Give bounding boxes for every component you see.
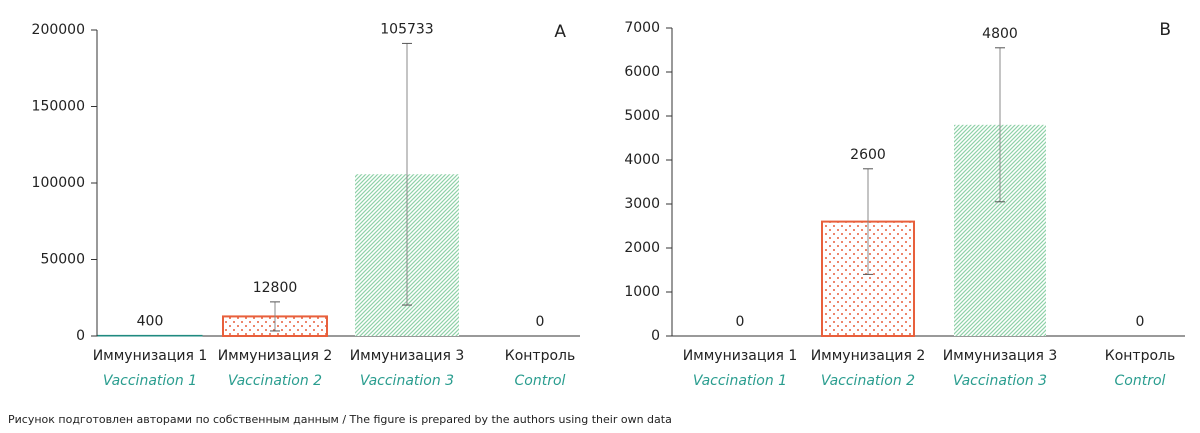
x-tick-label-en: Vaccination 3 [953, 373, 1047, 389]
y-tick-label: 6000 [624, 64, 660, 80]
x-tick-label: Иммунизация 3 [943, 348, 1058, 364]
y-tick-label: 2000 [624, 240, 660, 256]
x-tick-label: Иммунизация 1 [683, 348, 798, 364]
y-tick-label: 4000 [624, 152, 660, 168]
y-tick-label: 100000 [32, 175, 85, 191]
y-tick-label: 0 [651, 328, 660, 344]
value-label: 2600 [850, 147, 886, 163]
x-tick-label: Иммунизация 1 [93, 348, 208, 364]
x-tick-label-en: Vaccination 1 [103, 373, 197, 389]
value-label: 400 [137, 313, 164, 329]
value-label: 105733 [380, 21, 433, 37]
x-tick-label: Иммунизация 2 [811, 348, 926, 364]
panel-label: B [1159, 20, 1171, 40]
value-label: 12800 [253, 280, 298, 296]
x-tick-label: Иммунизация 2 [218, 348, 333, 364]
y-tick-label: 7000 [624, 20, 660, 36]
y-tick-label: 50000 [40, 252, 85, 268]
value-label: 0 [736, 314, 745, 330]
y-tick-label: 200000 [32, 22, 85, 38]
x-tick-label-en: Control [1115, 373, 1166, 389]
x-tick-label-en: Vaccination 2 [821, 373, 915, 389]
x-tick-label-en: Vaccination 2 [228, 373, 322, 389]
value-label: 4800 [982, 26, 1018, 42]
x-tick-label: Контроль [505, 348, 575, 364]
caption: Рисунок подготовлен авторами по собствен… [8, 413, 672, 426]
x-tick-label-en: Vaccination 3 [360, 373, 454, 389]
bar [97, 334, 203, 337]
y-tick-label: 0 [76, 328, 85, 344]
x-tick-label-en: Vaccination 1 [693, 373, 787, 389]
y-tick-label: 150000 [32, 99, 85, 115]
value-label: 0 [1136, 314, 1145, 330]
x-tick-label: Иммунизация 3 [350, 348, 465, 364]
y-tick-label: 3000 [624, 196, 660, 212]
value-label: 0 [536, 314, 545, 330]
y-tick-label: 1000 [624, 284, 660, 300]
panel-label: A [554, 22, 566, 42]
y-tick-label: 5000 [624, 108, 660, 124]
x-tick-label-en: Control [515, 373, 566, 389]
x-tick-label: Контроль [1105, 348, 1175, 364]
